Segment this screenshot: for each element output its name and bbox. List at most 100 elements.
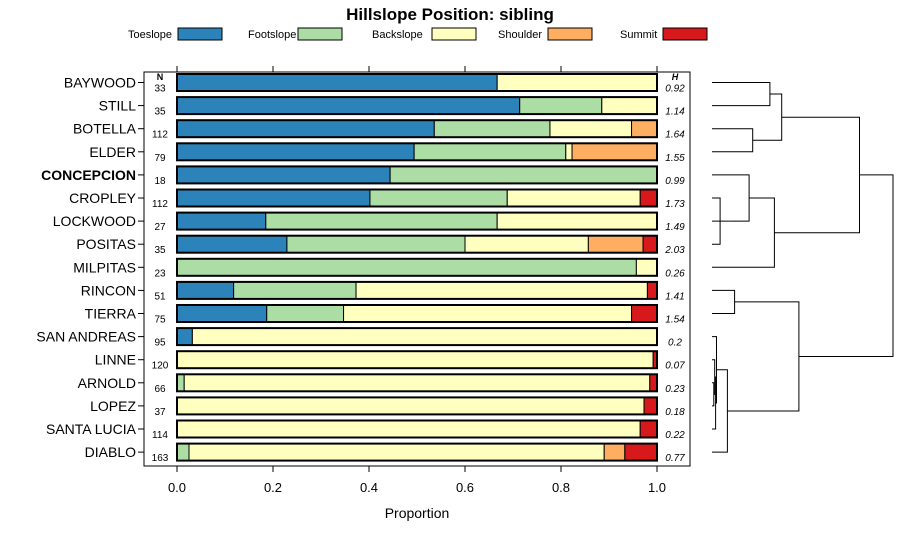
bar-outline [176, 396, 658, 416]
bar-segment-summit [624, 443, 658, 462]
row-diablo: DIABLO 163 0.77 [85, 442, 685, 464]
n-value: 114 [152, 430, 168, 441]
bar-segment-shoulder [571, 142, 658, 161]
legend-swatch [297, 27, 343, 41]
row-label: CONCEPCION [41, 167, 136, 183]
h-value: 2.03 [664, 245, 685, 256]
n-value: 35 [154, 107, 166, 118]
x-tick-label: 0.8 [552, 480, 570, 495]
row-santa-lucia: SANTA LUCIA 114 0.22 [46, 419, 685, 441]
dendrogram-link-8 [712, 289, 736, 314]
bar-segment-toeslope [176, 189, 371, 207]
h-value: 1.64 [665, 130, 685, 141]
bar-segment-backslope [601, 96, 658, 115]
bar-segment-toeslope [176, 73, 498, 92]
bar-segment-backslope [176, 396, 645, 415]
n-value: 51 [154, 291, 166, 302]
bar-outline [176, 211, 658, 231]
row-label: BOTELLA [73, 121, 137, 137]
bar-segment-toeslope [176, 304, 268, 323]
legend-label: Backslope [372, 29, 423, 41]
n-value: 112 [152, 130, 168, 141]
x-axis: 0.0 0.2 0.4 0.6 0.8 1.0 Proportion [168, 66, 666, 521]
n-value: 18 [154, 176, 166, 187]
dendrogram-link-15 [798, 174, 894, 357]
row-rincon: RINCON 51 1.41 [81, 280, 685, 302]
x-tick-label: 0.0 [168, 480, 186, 495]
bar-segment-summit [646, 281, 658, 300]
n-value: 33 [154, 84, 166, 95]
row-cropley: CROPLEY 112 1.73 [69, 188, 685, 210]
legend-swatch [431, 27, 477, 41]
row-label: SAN ANDREAS [36, 329, 136, 345]
row-elder: ELDER 79 1.55 [89, 142, 685, 164]
bar-segment-footslope [265, 212, 498, 231]
bar-segment-backslope [635, 258, 658, 277]
row-label: SANTA LUCIA [46, 421, 137, 437]
bar-segment-footslope [389, 165, 658, 184]
bar-segment-backslope [343, 304, 633, 323]
bar-segment-toeslope [176, 165, 391, 184]
bar-segment-summit [639, 189, 658, 207]
row-lopez: LOPEZ 37 0.18 [90, 396, 685, 418]
legend-swatch [662, 27, 708, 41]
chart-title: Hillslope Position: sibling [346, 5, 554, 24]
bar-segment-toeslope [176, 235, 288, 254]
bar-segment-footslope [519, 96, 603, 115]
dendrogram-link-7 [774, 116, 860, 234]
x-tick-label: 0.2 [264, 480, 282, 495]
row-tierra: TIERRA 75 1.54 [85, 304, 685, 326]
bar-segment-backslope [191, 327, 658, 346]
bar-segment-backslope [183, 373, 651, 392]
bar-outline [176, 327, 658, 347]
row-positas: POSITAS 35 2.03 [76, 234, 685, 256]
x-tick-label: 0.4 [360, 480, 378, 495]
bar-outline [176, 373, 658, 393]
legend-swatch [547, 27, 593, 41]
legend-swatch [177, 27, 223, 41]
row-label: MILPITAS [73, 259, 136, 275]
bar-segment-backslope [496, 212, 658, 231]
bar-segment-footslope [233, 281, 357, 300]
n-header: N [157, 72, 164, 82]
bar-segment-toeslope [176, 96, 521, 115]
bar-segment-backslope [549, 119, 633, 138]
bar-segment-footslope [286, 235, 466, 254]
n-value: 112 [152, 199, 168, 210]
plot-border [143, 71, 691, 467]
bar-outline [176, 96, 658, 116]
h-header: H [672, 72, 679, 82]
row-baywood: BAYWOOD 33 0.92 [64, 73, 685, 95]
bar-outline [176, 142, 658, 162]
h-value: 0.23 [665, 384, 685, 395]
bar-outline [176, 304, 658, 323]
bar-segment-shoulder [587, 235, 644, 254]
dendrogram-link-6 [712, 197, 775, 268]
bar-outline [176, 188, 658, 208]
row-label: LOCKWOOD [53, 213, 136, 229]
bar-segment-toeslope [176, 212, 267, 231]
legend: Toeslope Footslope Backslope Shoulder Summit [128, 27, 708, 41]
bar-segment-backslope [355, 281, 648, 300]
n-value: 27 [154, 222, 166, 233]
n-value: 120 [152, 361, 169, 372]
row-label: LINNE [95, 352, 136, 368]
bar-outline [176, 257, 658, 277]
row-label: ELDER [89, 144, 136, 160]
n-value: 66 [154, 384, 166, 395]
bar-outline [176, 442, 658, 462]
n-value: 75 [154, 315, 166, 326]
legend-label: Shoulder [498, 29, 542, 41]
h-value: 0.07 [665, 361, 685, 372]
bar-segment-backslope [176, 420, 641, 438]
n-value: 95 [154, 338, 166, 349]
n-value: 35 [154, 245, 166, 256]
row-linne: LINNE 120 0.07 [95, 350, 685, 372]
x-tick-label: 1.0 [648, 480, 666, 495]
legend-label: Toeslope [128, 29, 172, 41]
row-label: BAYWOOD [64, 75, 136, 91]
bar-segment-toeslope [176, 327, 193, 346]
